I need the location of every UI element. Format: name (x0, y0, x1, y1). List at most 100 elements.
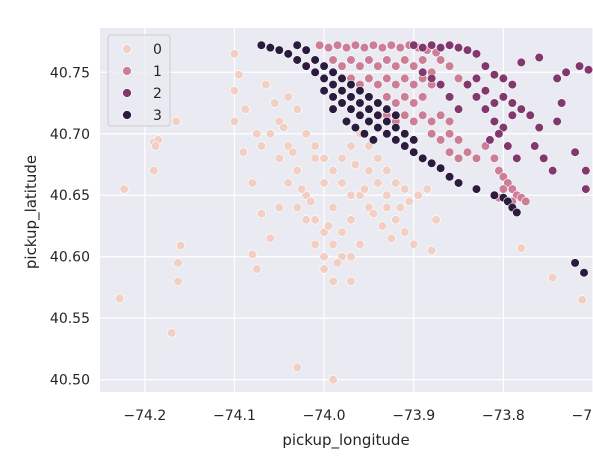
data-point (427, 158, 437, 168)
data-point (256, 141, 266, 151)
data-point (234, 70, 244, 80)
data-point (256, 40, 266, 50)
data-point (489, 70, 500, 80)
data-point (252, 264, 262, 274)
data-point (480, 86, 491, 96)
data-point (409, 147, 419, 157)
data-point (364, 202, 374, 213)
data-point (480, 61, 491, 71)
data-point (373, 178, 383, 188)
data-point (534, 123, 544, 133)
data-point (341, 43, 352, 53)
data-point (498, 184, 508, 194)
data-point (462, 45, 473, 55)
data-point (436, 79, 446, 90)
data-point (364, 55, 374, 65)
data-point (530, 141, 540, 151)
x-tick-label: −73.7 (572, 408, 593, 424)
data-point (319, 264, 329, 274)
data-point (373, 61, 383, 71)
data-point (328, 55, 338, 65)
data-point (382, 202, 392, 213)
data-point (552, 73, 562, 84)
data-point (494, 129, 504, 139)
data-point (292, 40, 302, 50)
data-point (240, 104, 250, 114)
data-point (577, 295, 587, 305)
y-tick-label: 40.70 (50, 127, 90, 143)
data-point (503, 196, 513, 206)
data-point (364, 116, 374, 127)
data-point (310, 141, 320, 151)
data-point (364, 92, 374, 102)
data-point (498, 73, 508, 84)
data-point (364, 104, 374, 114)
data-point (436, 55, 446, 65)
data-point (400, 141, 410, 151)
data-point (570, 147, 580, 157)
data-point (279, 123, 289, 133)
data-point (274, 202, 284, 213)
data-point (337, 178, 347, 188)
data-point (404, 196, 414, 206)
data-point (355, 190, 365, 200)
data-point (328, 375, 338, 385)
data-point (453, 178, 464, 188)
data-point (274, 116, 284, 127)
data-point (173, 258, 183, 268)
data-point (444, 172, 455, 182)
data-point (409, 135, 419, 145)
data-point (301, 190, 311, 200)
data-point (265, 233, 275, 243)
data-point (391, 79, 401, 90)
data-point (444, 147, 455, 157)
data-point (444, 129, 455, 139)
data-point (391, 178, 401, 188)
legend-marker-2 (122, 88, 132, 98)
data-point (350, 123, 361, 133)
data-point (346, 104, 356, 114)
data-point (301, 45, 311, 55)
data-point (485, 135, 495, 145)
data-point (462, 147, 473, 157)
data-point (319, 227, 329, 237)
data-point (489, 116, 500, 127)
data-point (332, 40, 343, 50)
data-point (315, 40, 325, 50)
data-point (382, 55, 392, 65)
data-point (462, 79, 473, 90)
data-point (534, 52, 544, 63)
data-point (579, 268, 589, 278)
data-point (328, 79, 338, 90)
data-point (319, 252, 329, 262)
data-point (323, 43, 334, 53)
data-point (382, 190, 392, 200)
data-point (453, 135, 464, 145)
y-tick-label: 40.65 (50, 188, 90, 204)
data-point (229, 116, 240, 127)
data-point (292, 55, 302, 65)
data-point (265, 129, 275, 139)
data-point (400, 110, 410, 120)
data-point (368, 209, 378, 219)
data-point (552, 116, 562, 127)
data-point (328, 239, 338, 250)
data-point (256, 209, 266, 219)
data-point (436, 163, 446, 173)
data-point (391, 215, 401, 225)
data-point (503, 141, 513, 151)
data-point (400, 184, 410, 194)
series-2 (409, 40, 593, 194)
y-tick-label: 40.75 (50, 65, 90, 81)
data-point (453, 104, 464, 114)
data-point (471, 153, 482, 163)
data-point (525, 110, 535, 120)
data-point (574, 61, 585, 71)
data-point (310, 215, 320, 225)
data-point (503, 178, 513, 188)
y-tick-label: 40.55 (50, 311, 90, 327)
data-point (391, 110, 401, 120)
data-point (310, 239, 320, 250)
data-point (171, 116, 181, 127)
